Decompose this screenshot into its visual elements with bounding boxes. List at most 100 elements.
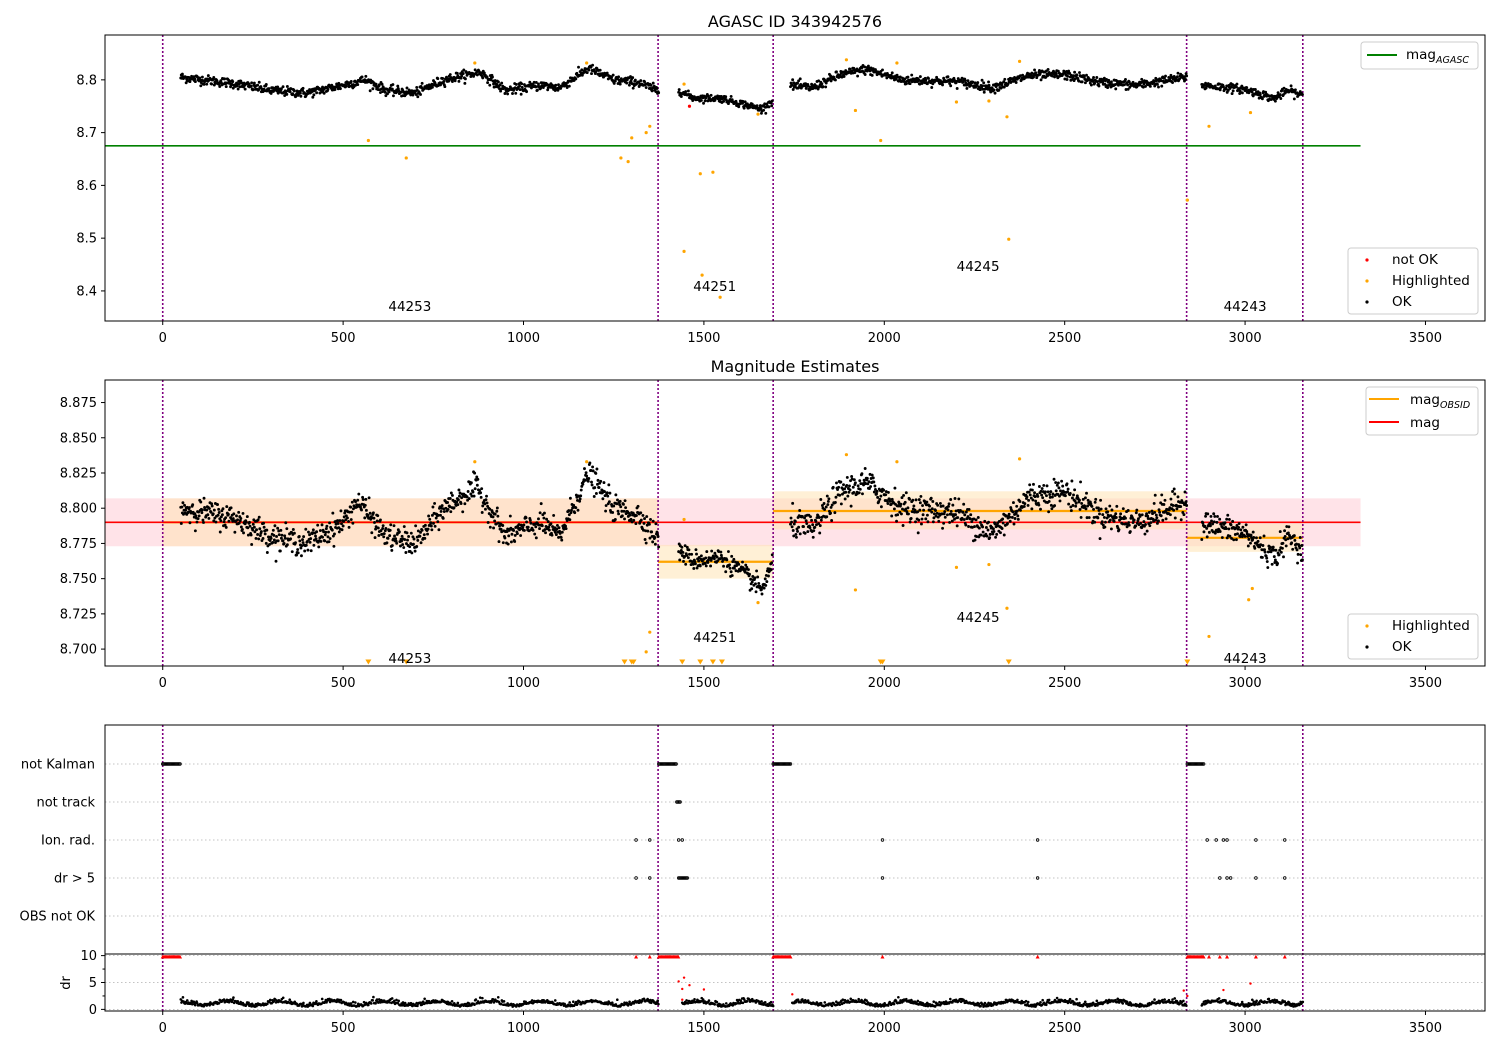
ok-point [447, 508, 450, 511]
ok-point [268, 87, 271, 90]
ok-point [1204, 515, 1207, 518]
ok-point [1114, 87, 1117, 90]
dr-ok-point [611, 1001, 614, 1004]
ok-point [687, 548, 690, 551]
ok-point [583, 467, 586, 470]
ok-point [939, 502, 942, 505]
ok-point [1245, 530, 1248, 533]
x-tick-label: 1500 [687, 331, 720, 346]
ok-point [1008, 513, 1011, 516]
panel2-title: Magnitude Estimates [711, 357, 880, 376]
ok-point [826, 495, 829, 498]
ok-point [868, 480, 871, 483]
highlighted-point [1007, 238, 1010, 241]
ok-point [1070, 480, 1073, 483]
ok-point [364, 75, 367, 78]
ok-point [314, 535, 317, 538]
ok-point [1301, 93, 1304, 96]
ok-point [799, 77, 802, 80]
flag-point [1219, 877, 1222, 880]
ok-point [1080, 516, 1083, 519]
ok-point [1228, 518, 1231, 521]
dr-ok-point [572, 1000, 575, 1003]
ok-point [379, 518, 382, 521]
ok-point [1235, 538, 1238, 541]
ok-point [237, 511, 240, 514]
ok-point [1032, 483, 1035, 486]
ok-point [275, 535, 278, 538]
ok-point [275, 560, 278, 563]
ok-point [277, 539, 280, 542]
ok-point [432, 506, 435, 509]
ok-point [956, 516, 959, 519]
ok-point [643, 522, 646, 525]
ok-point [1149, 85, 1152, 88]
ok-point [460, 502, 463, 505]
ok-point [1093, 521, 1096, 524]
ok-point [1079, 480, 1082, 483]
ok-point [824, 85, 827, 88]
highlighted-point [405, 156, 408, 159]
ok-point [737, 105, 740, 108]
ok-point [201, 508, 204, 511]
ok-point [612, 505, 615, 508]
ok-point [628, 84, 631, 87]
ok-point [624, 499, 627, 502]
ok-point [302, 87, 305, 90]
ok-point [511, 533, 514, 536]
dr-ok-point [370, 1002, 373, 1005]
highlighted-point [619, 156, 622, 159]
ok-point [1219, 530, 1222, 533]
ok-point [503, 537, 506, 540]
ok-point [650, 530, 653, 533]
ok-point [994, 536, 997, 539]
ok-point [280, 537, 283, 540]
ok-point [1160, 493, 1163, 496]
ok-point [797, 526, 800, 529]
legend-highlighted: Highlighted [1392, 618, 1470, 634]
ok-point [1061, 485, 1064, 488]
ok-point [1157, 86, 1160, 89]
ok-point [342, 525, 345, 528]
flag-point [1222, 839, 1225, 842]
ok-point [755, 569, 758, 572]
ok-point [270, 537, 273, 540]
ok-point [1290, 541, 1293, 544]
ok-point [270, 92, 273, 95]
ok-point [340, 509, 343, 512]
ok-point [852, 486, 855, 489]
ok-point [949, 84, 952, 87]
ok-point [294, 541, 297, 544]
ok-point [1002, 522, 1005, 525]
ok-point [608, 492, 611, 495]
ok-point [1027, 504, 1030, 507]
ok-point [1153, 502, 1156, 505]
ok-point [965, 511, 968, 514]
ok-point [616, 498, 619, 501]
ok-point [891, 71, 894, 74]
ok-point [1274, 100, 1277, 103]
ok-point [1047, 68, 1050, 71]
ok-point [384, 527, 387, 530]
ok-point [194, 514, 197, 517]
ok-point [641, 514, 644, 517]
ok-point [1249, 542, 1252, 545]
dr-ok-point [616, 998, 619, 1001]
ok-point [811, 523, 814, 526]
dr-ok-point [479, 996, 482, 999]
ok-point [457, 80, 460, 83]
ok-point [239, 517, 242, 520]
ok-point [492, 515, 495, 518]
ok-point [529, 519, 532, 522]
ok-point [730, 95, 733, 98]
ok-point [449, 73, 452, 76]
ok-point [931, 507, 934, 510]
ok-point [793, 523, 796, 526]
ok-point [653, 536, 656, 539]
ok-point [947, 75, 950, 78]
ok-point [302, 535, 305, 538]
ok-point [982, 531, 985, 534]
ok-point [1255, 536, 1258, 539]
panel1-ok-points [179, 64, 1304, 115]
ok-point [864, 467, 867, 470]
